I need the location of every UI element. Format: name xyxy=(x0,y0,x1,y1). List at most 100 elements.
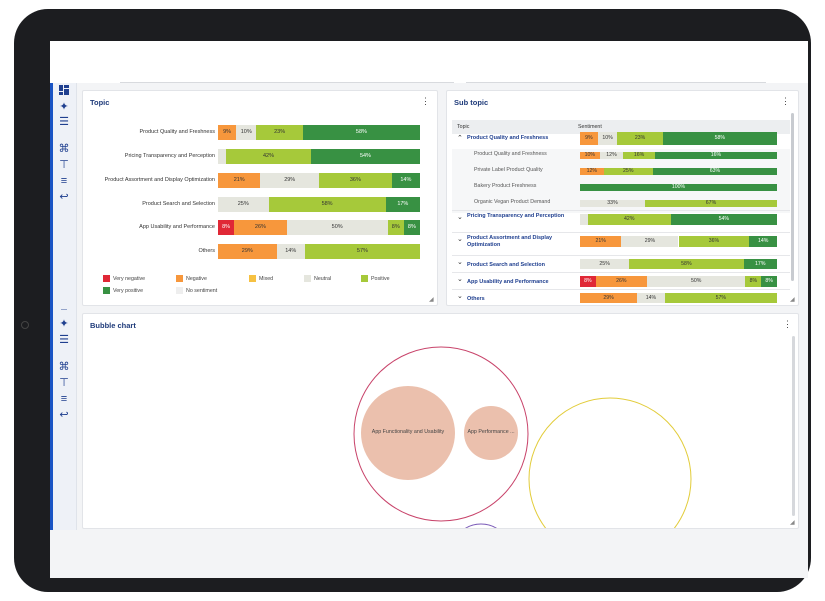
legend-swatch[interactable] xyxy=(304,275,311,282)
topic-bar-segment[interactable]: 21% xyxy=(218,173,261,188)
legend-swatch[interactable] xyxy=(249,275,256,282)
topic-bar-segment[interactable]: 36% xyxy=(319,173,392,188)
topic-bar-segment[interactable]: 58% xyxy=(302,125,420,140)
subtopic-bar-segment[interactable]: 50% xyxy=(646,276,746,287)
resize-grip-icon[interactable]: ◢ xyxy=(429,297,434,303)
chevron-down-icon[interactable]: ⌄ xyxy=(457,214,463,221)
subtopic-bar-segment[interactable]: 100% xyxy=(580,184,777,191)
list-icon[interactable]: ≡ xyxy=(60,175,68,187)
subtopic-bar-segment[interactable]: 26% xyxy=(595,276,647,287)
chevron-down-icon[interactable]: ⌄ xyxy=(457,259,463,266)
network-icon[interactable]: ⌘ xyxy=(58,361,70,373)
topic-bar-segment[interactable]: 57% xyxy=(304,244,420,259)
network-icon[interactable]: ⌘ xyxy=(58,143,70,155)
legend-label[interactable]: Very negative xyxy=(113,276,146,282)
subtopic-bar-segment[interactable]: 16% xyxy=(623,152,655,159)
legend-label[interactable]: Positive xyxy=(371,276,390,282)
legend-label[interactable]: Negative xyxy=(186,276,207,282)
list-icon[interactable]: ≡ xyxy=(60,393,68,405)
subtopic-bar-segment[interactable]: 58% xyxy=(662,132,777,145)
chevron-down-icon[interactable]: ⌄ xyxy=(457,236,463,243)
table-icon[interactable]: ☰ xyxy=(59,116,69,128)
subtopic-bar-segment[interactable]: 8% xyxy=(761,276,777,287)
bubble-group-outline[interactable] xyxy=(528,397,692,528)
topic-bar-segment[interactable]: 8% xyxy=(387,220,404,235)
subtopic-bar-segment[interactable]: 25% xyxy=(580,259,630,269)
subtopic-bar-segment[interactable]: 29% xyxy=(580,293,638,303)
subtopic-group-label[interactable]: Others xyxy=(467,296,485,302)
legend-swatch[interactable] xyxy=(361,275,368,282)
subtopic-bar-segment[interactable]: 63% xyxy=(652,168,777,175)
resize-grip-icon[interactable]: ◢ xyxy=(790,297,795,303)
bubble[interactable] xyxy=(361,386,455,480)
legend-swatch[interactable] xyxy=(176,275,183,282)
topic-bar-segment[interactable]: 17% xyxy=(385,197,420,212)
subtopic-bar-segment[interactable] xyxy=(580,214,588,225)
topic-bar-segment[interactable]: 54% xyxy=(310,149,420,164)
dashboard-icon[interactable] xyxy=(57,85,71,97)
subtopic-bar-segment[interactable]: 16% xyxy=(654,152,777,159)
subtopic-bar-segment[interactable]: 58% xyxy=(629,259,744,269)
sparkle-icon[interactable]: ✦ xyxy=(59,101,69,113)
hierarchy-icon[interactable]: ⊤ xyxy=(59,159,69,171)
subtopic-bar-segment[interactable]: 25% xyxy=(603,168,653,175)
subtopic-bar-segment[interactable]: 9% xyxy=(580,132,598,145)
legend-swatch[interactable] xyxy=(103,287,110,294)
hierarchy-icon[interactable]: ⊤ xyxy=(59,377,69,389)
subtopic-bar-segment[interactable]: 8% xyxy=(745,276,762,287)
subtopic-more-icon[interactable]: ⋮ xyxy=(781,96,790,106)
legend-swatch[interactable] xyxy=(176,287,183,294)
legend-label[interactable]: Mixed xyxy=(259,276,274,282)
subtopic-bar-segment[interactable]: 10% xyxy=(597,132,618,145)
subtopic-bar-segment[interactable]: 12% xyxy=(599,152,624,159)
subtopic-bar-segment[interactable]: 21% xyxy=(580,236,622,247)
topic-bar-segment[interactable]: 58% xyxy=(268,197,386,212)
topic-bar-segment[interactable]: 8% xyxy=(403,220,420,235)
bubble-more-icon[interactable]: ⋮ xyxy=(783,319,792,329)
subtopic-scrollbar[interactable] xyxy=(791,113,794,281)
topic-bar-segment[interactable]: 14% xyxy=(391,173,420,188)
undo-icon[interactable]: ↩ xyxy=(59,191,69,203)
legend-label[interactable]: Very positive xyxy=(113,288,144,294)
topic-bar-segment[interactable]: 23% xyxy=(256,125,303,140)
topic-bar-segment[interactable] xyxy=(218,149,227,164)
subtopic-bar-segment[interactable]: 17% xyxy=(743,259,777,269)
subtopic-group-label[interactable]: Product Search and Selection xyxy=(467,262,545,268)
topic-bar-segment[interactable]: 9% xyxy=(218,125,237,140)
subtopic-bar-segment[interactable]: 36% xyxy=(678,236,750,247)
topic-bar-segment[interactable]: 8% xyxy=(218,220,235,235)
undo-icon[interactable]: ↩ xyxy=(59,409,69,421)
subtopic-bar-segment[interactable]: 10% xyxy=(580,152,600,159)
bubble[interactable] xyxy=(464,406,518,460)
table-icon[interactable]: ☰ xyxy=(59,334,69,346)
subtopic-bar-segment[interactable]: 33% xyxy=(580,200,645,207)
topic-bar-segment[interactable]: 42% xyxy=(226,149,311,164)
subtopic-group-label[interactable]: App Usability and Performance xyxy=(467,279,549,285)
bubble-group-outline[interactable] xyxy=(451,523,511,528)
legend-swatch[interactable] xyxy=(103,275,110,282)
subtopic-bar-segment[interactable]: 67% xyxy=(645,200,777,207)
subtopic-bar-segment[interactable]: 14% xyxy=(637,293,665,303)
subtopic-bar-segment[interactable]: 8% xyxy=(580,276,596,287)
topic-bar-segment[interactable]: 26% xyxy=(234,220,287,235)
topic-bar-segment[interactable]: 14% xyxy=(276,244,305,259)
bubble-group-outline[interactable] xyxy=(353,346,529,522)
legend-label[interactable]: No sentiment xyxy=(186,288,218,294)
subtopic-bar-segment[interactable]: 23% xyxy=(617,132,663,145)
subtopic-item-label[interactable]: Bakery Product Freshness xyxy=(474,183,537,189)
subtopic-group-label[interactable]: Pricing Transparency and Perception xyxy=(467,213,565,219)
topic-bar-segment[interactable]: 29% xyxy=(218,244,277,259)
subtopic-group-label[interactable]: Product Assortment and Display Optimizat… xyxy=(467,235,553,248)
subtopic-bar-segment[interactable]: 54% xyxy=(670,214,777,225)
topic-bar-segment[interactable]: 25% xyxy=(218,197,269,212)
chevron-up-icon[interactable]: ⌃ xyxy=(457,135,463,142)
subtopic-bar-segment[interactable]: 57% xyxy=(664,293,777,303)
subtopic-bar-segment[interactable]: 12% xyxy=(580,168,604,175)
chevron-down-icon[interactable]: ⌄ xyxy=(457,293,463,300)
chevron-down-icon[interactable]: ⌄ xyxy=(457,276,463,283)
subtopic-bar-segment[interactable]: 14% xyxy=(749,236,777,247)
subtopic-group-label[interactable]: Product Quality and Freshness xyxy=(467,135,549,141)
bubble-scrollbar[interactable] xyxy=(792,336,795,516)
subtopic-item-label[interactable]: Product Quality and Freshness xyxy=(474,151,547,157)
topic-bar-segment[interactable]: 50% xyxy=(286,220,388,235)
